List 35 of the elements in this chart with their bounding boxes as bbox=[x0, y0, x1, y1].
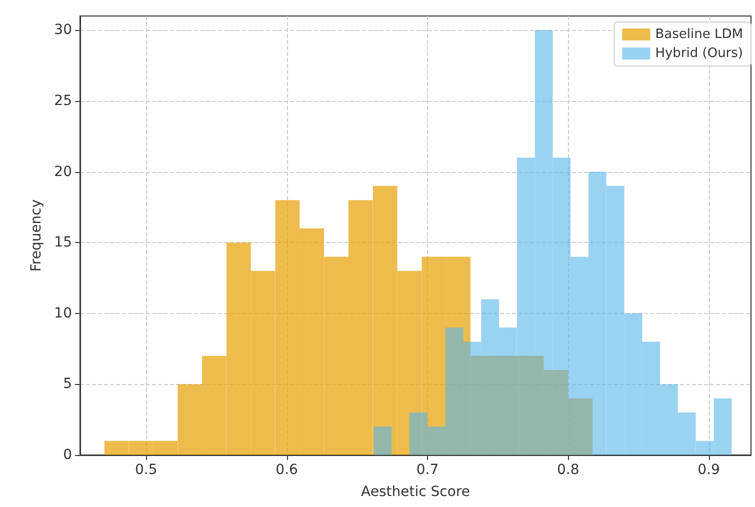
y-axis-title: Frequency bbox=[28, 199, 44, 272]
bar bbox=[374, 426, 392, 455]
x-tick-label: 0.8 bbox=[556, 462, 580, 478]
bar bbox=[445, 328, 464, 455]
y-tick-label: 20 bbox=[54, 164, 72, 180]
bar bbox=[606, 186, 624, 455]
bar bbox=[498, 328, 517, 455]
y-tick-label: 0 bbox=[63, 447, 72, 463]
bar bbox=[624, 313, 642, 455]
y-tick-label: 10 bbox=[54, 305, 72, 322]
bar bbox=[552, 158, 571, 455]
bar bbox=[642, 342, 660, 455]
bar bbox=[481, 299, 499, 455]
bar bbox=[714, 398, 732, 455]
x-tick-label: 0.6 bbox=[276, 462, 298, 478]
bar bbox=[588, 172, 606, 455]
bar bbox=[534, 30, 553, 455]
bar bbox=[570, 256, 588, 455]
y-tick-label: 15 bbox=[54, 234, 72, 251]
bar bbox=[678, 412, 696, 455]
bar bbox=[410, 412, 428, 455]
x-tick-label: 0.7 bbox=[416, 462, 439, 478]
x-axis-title: Aesthetic Score bbox=[361, 484, 470, 500]
bar bbox=[696, 440, 714, 455]
x-tick-label: 0.5 bbox=[134, 462, 158, 478]
bar bbox=[463, 342, 482, 455]
legend-label: Hybrid (Ours) bbox=[655, 46, 744, 61]
legend-label: Baseline LDM bbox=[655, 27, 743, 42]
y-tick-label: 5 bbox=[63, 376, 72, 392]
x-tick-label: 0.9 bbox=[698, 462, 720, 478]
y-tick-label: 25 bbox=[54, 92, 72, 109]
bar bbox=[428, 426, 446, 455]
bar bbox=[660, 384, 678, 455]
bar bbox=[516, 158, 535, 455]
y-tick-label: 30 bbox=[54, 22, 72, 38]
